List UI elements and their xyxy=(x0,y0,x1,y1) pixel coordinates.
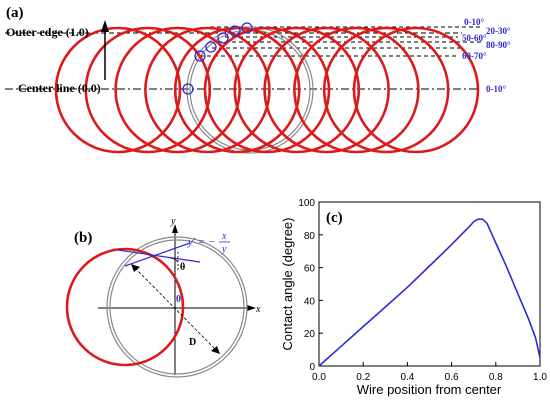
angle-label: 60-70° xyxy=(462,51,487,61)
red-wire-circle xyxy=(54,26,182,154)
x-tick-label: 0.2 xyxy=(356,372,370,383)
red-wire-series xyxy=(54,26,480,154)
y-tick-label: 60 xyxy=(304,264,316,275)
x-tick-label: 0.6 xyxy=(445,372,459,383)
contact-marker xyxy=(229,25,241,37)
formula-lhs: y' = − xyxy=(187,236,216,248)
plot-frame xyxy=(318,201,541,367)
diameter-label: D xyxy=(189,337,196,348)
contact-marker xyxy=(182,83,194,95)
y-tick-label: 40 xyxy=(304,296,316,307)
panel-b-red-wire xyxy=(65,247,185,367)
theta-arc xyxy=(169,257,179,263)
angle-label: 50-60° xyxy=(462,33,487,43)
edge-arrow xyxy=(101,20,109,80)
contact-marker xyxy=(241,22,253,34)
red-wire-circle xyxy=(84,26,212,154)
x-tick-label: 0.0 xyxy=(312,372,326,383)
slope-formula: y' = − x y xyxy=(187,231,230,255)
red-wire-circle xyxy=(322,26,450,154)
angle-label: 80-90° xyxy=(486,40,511,50)
contact-marker xyxy=(205,41,217,53)
red-wire-circle xyxy=(233,26,361,154)
y-tick-label: 100 xyxy=(298,198,315,209)
x-tick-label: 0.8 xyxy=(489,372,503,383)
x-tick-label: 0.4 xyxy=(400,372,414,383)
angle-label: 0-10° xyxy=(464,17,484,27)
y-tick-label: 80 xyxy=(304,231,316,242)
center-line-label: Center line (0.0) xyxy=(18,81,101,95)
contact-marker xyxy=(217,32,229,44)
contact-angle-chart: (c) 0.0 0.2 0.4 0.6 0.8 1.0 0 20 40 60 80 100 Wire … xyxy=(280,198,547,397)
contact-markers xyxy=(182,22,253,95)
red-wire-circle xyxy=(114,26,241,154)
theta-label: θ xyxy=(180,262,185,273)
contact-marker xyxy=(194,50,206,62)
tick-group: 0.0 0.2 0.4 0.6 0.8 1.0 0 20 40 60 80 100 xyxy=(298,198,547,383)
red-wire-circle xyxy=(144,26,271,154)
red-wire-circle xyxy=(203,26,331,154)
y-tick-label: 20 xyxy=(304,329,316,340)
red-wire-circle xyxy=(352,26,480,154)
panel-b-gray-wire xyxy=(106,236,248,378)
x-axis-label: x xyxy=(255,304,261,315)
series-line xyxy=(318,218,541,367)
red-wire-circle xyxy=(293,26,420,154)
x-axis-title: Wire position from center xyxy=(357,382,502,397)
tangent-lines xyxy=(117,242,201,267)
x-tick-label: 1.0 xyxy=(533,372,547,383)
formula-denominator: y xyxy=(221,244,227,255)
panel-a-label: (a) xyxy=(6,5,24,21)
y-tick-label: 0 xyxy=(309,362,315,373)
outer-edge-label: Outer edge (1.0) xyxy=(6,25,89,39)
formula-numerator: x xyxy=(221,231,227,242)
origin-label: 0 xyxy=(176,294,181,305)
y-axis-title: Contact angle (degree) xyxy=(280,218,295,351)
panel-b-label: (b) xyxy=(74,230,92,246)
panel-c-label: (c) xyxy=(326,210,343,226)
red-wire-circle xyxy=(173,26,301,154)
y-axis-label: y xyxy=(170,216,176,227)
red-wire-circle xyxy=(263,26,390,154)
diameter-arrow xyxy=(131,264,220,354)
angle-label: 20-30° xyxy=(486,26,511,36)
angle-label: 0-10° xyxy=(486,84,506,94)
